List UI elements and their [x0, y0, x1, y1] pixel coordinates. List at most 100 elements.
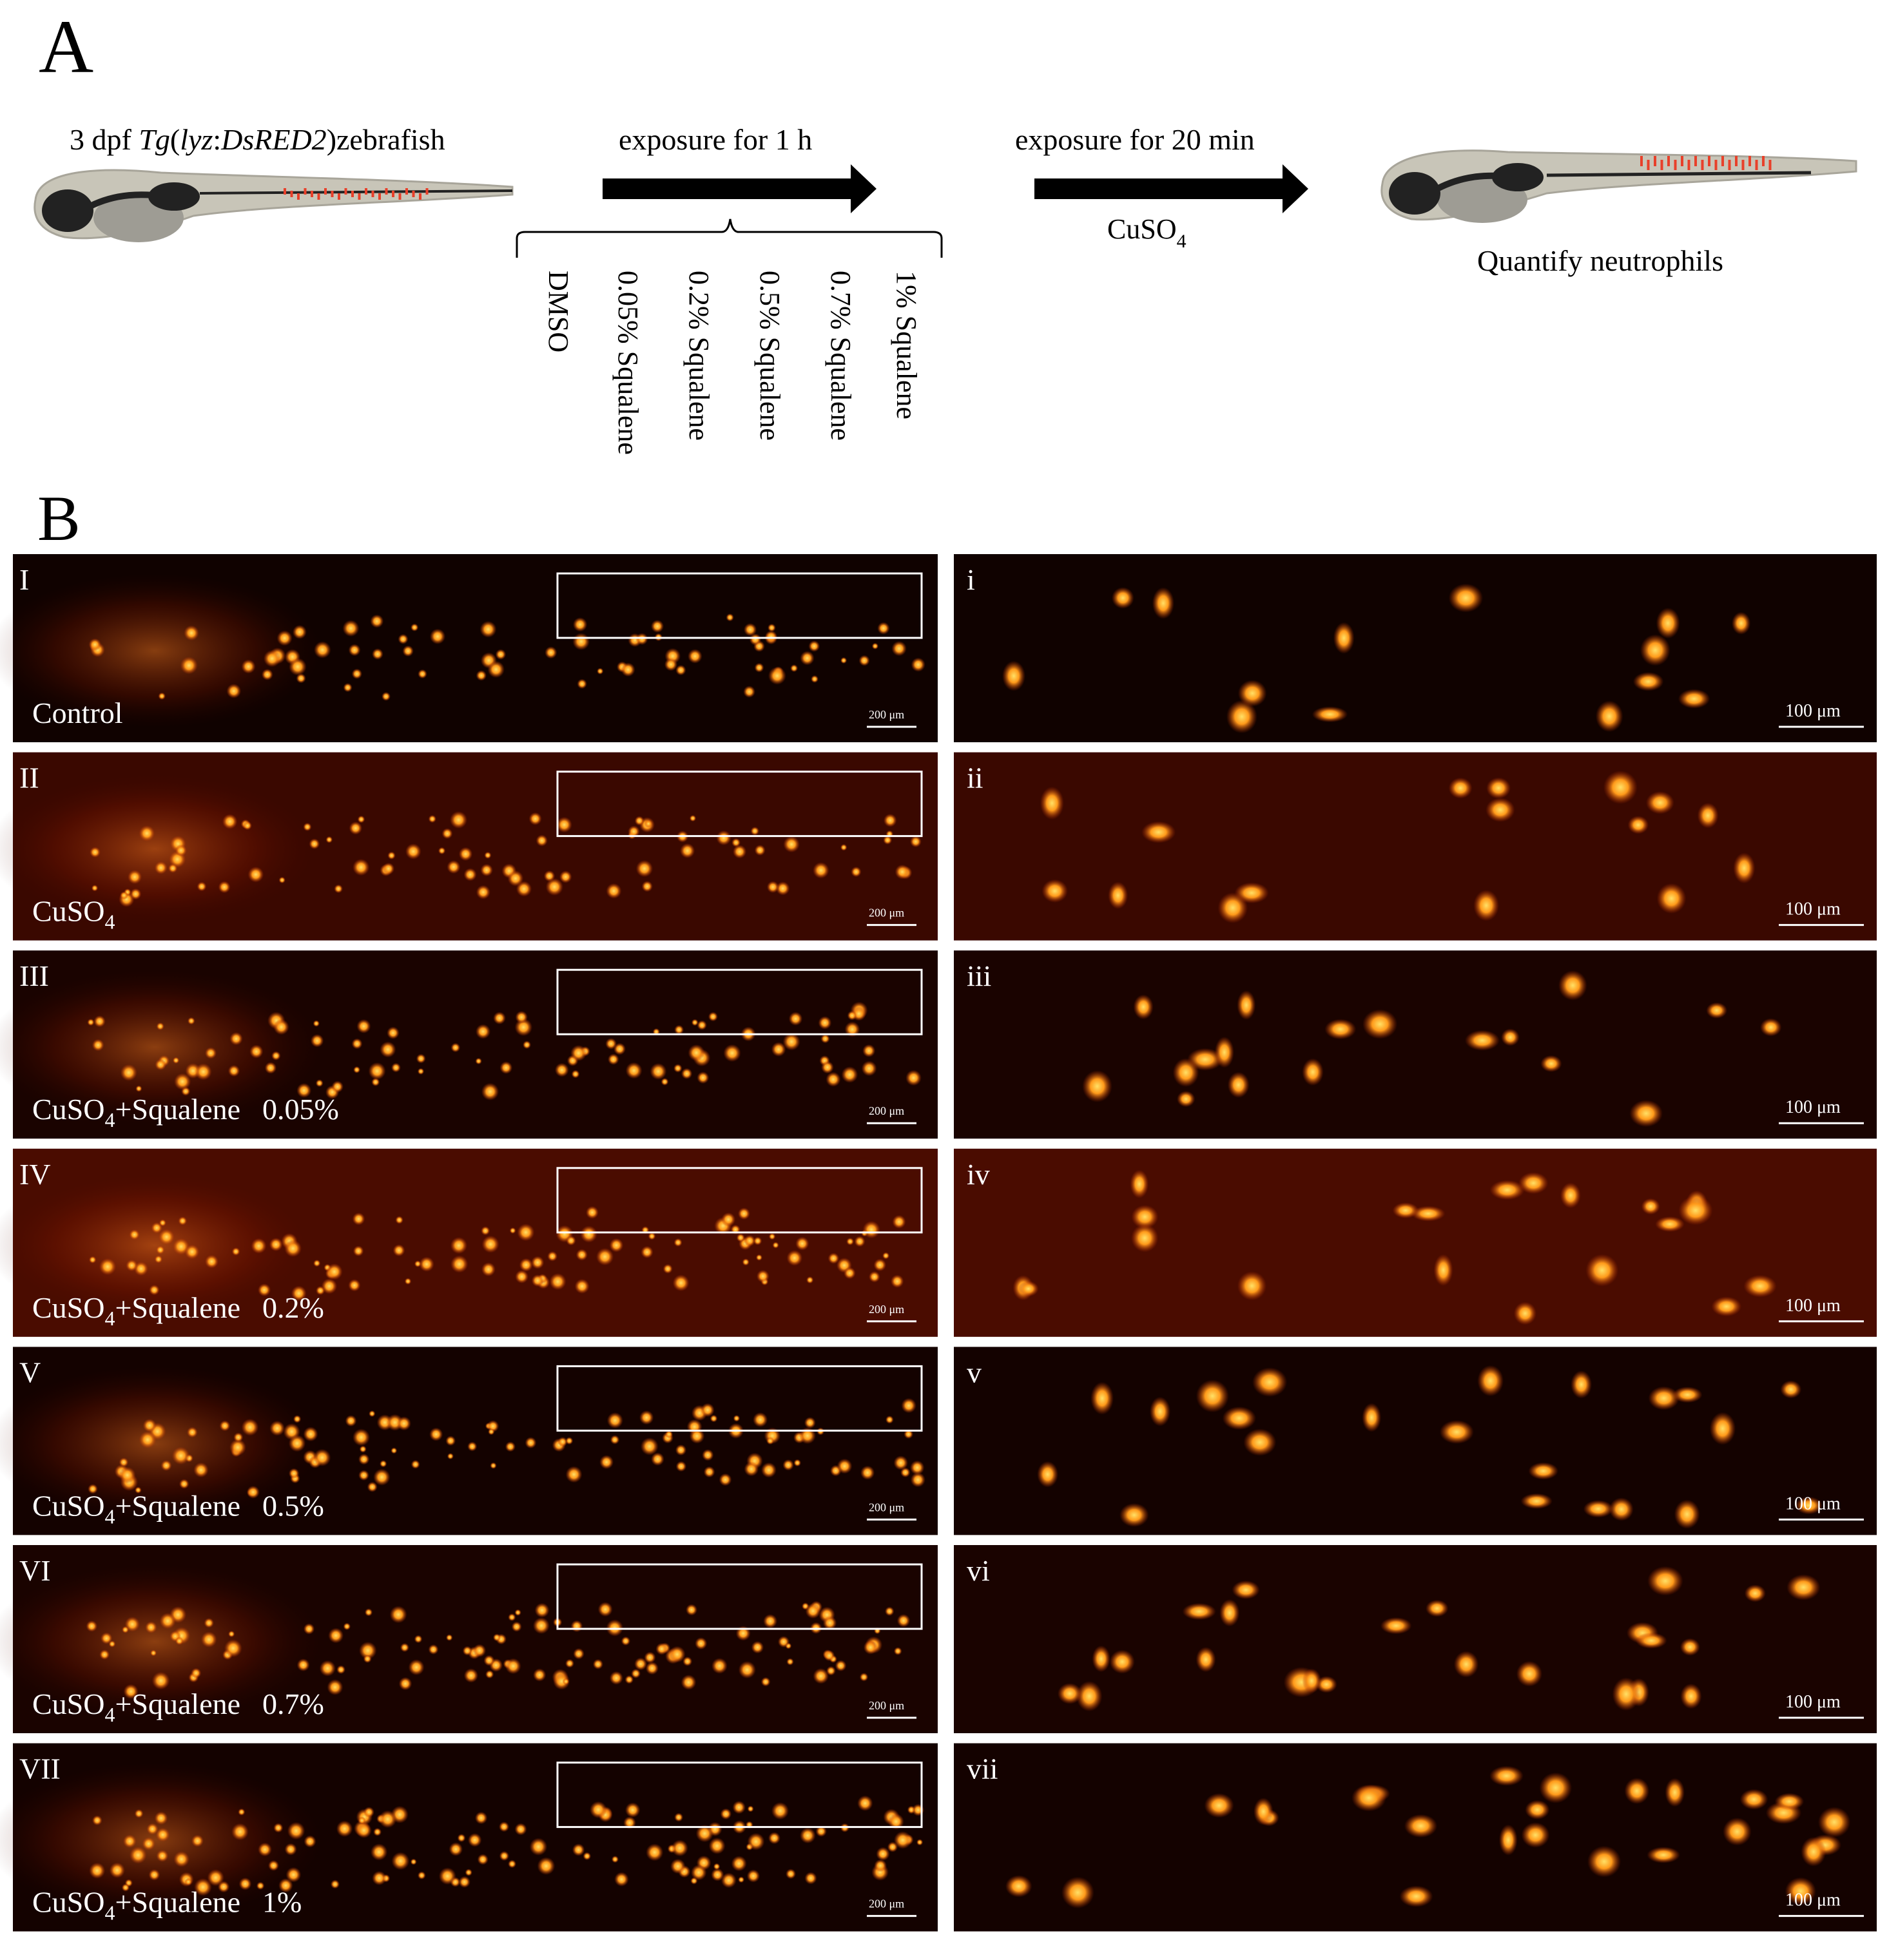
neutrophil-spot: [675, 664, 686, 676]
neutrophil-spot: [411, 623, 419, 631]
neutrophil-spot: [276, 630, 293, 646]
neutrophil-spot: [749, 633, 762, 646]
neutrophil-spot: [862, 1044, 876, 1057]
neutrophil-spot: [597, 1602, 613, 1617]
neutrophil-spot: [325, 836, 333, 843]
group-label-0-2: 0.2% Squalene: [683, 271, 715, 441]
neutrophil-spot: [873, 1258, 887, 1272]
overview-image: V CuSO4+Squalene 0.5% 200 μm: [0, 1347, 938, 1535]
neutrophil-spot: [708, 1837, 726, 1854]
neutrophil-spot: [207, 1869, 224, 1887]
scale-label: 200 μm: [869, 1104, 904, 1117]
neutrophil-spot: [675, 1461, 687, 1472]
neutrophil-spot: [1595, 700, 1623, 733]
tissue-glow: [0, 970, 322, 1125]
neutrophil-spot: [525, 1437, 537, 1449]
neutrophil-spot: [479, 620, 497, 638]
neutrophil-spot: [1411, 1206, 1446, 1222]
neutrophil-spot: [119, 1466, 136, 1484]
neutrophil-spot: [429, 628, 446, 644]
neutrophil-spot: [313, 1259, 321, 1267]
neutrophil-spot: [695, 1824, 714, 1843]
neutrophil-mark: [398, 193, 402, 200]
neutrophil-spot: [313, 1448, 331, 1466]
neutrophil-spot: [483, 1655, 495, 1666]
neutrophil-spot: [1324, 1019, 1357, 1040]
neutrophil-spot: [191, 1834, 204, 1847]
neutrophil-spot: [723, 1044, 741, 1062]
neutrophil-spot: [893, 1647, 902, 1656]
neutrophil-spot: [1041, 879, 1068, 903]
neutrophil-spot: [99, 1258, 117, 1276]
neutrophil-spot: [256, 1881, 265, 1890]
neutrophil-spot: [664, 658, 678, 671]
neutrophil-spot: [788, 1012, 803, 1026]
neutrophil-spot: [606, 1412, 623, 1429]
neutrophil-spot: [822, 1616, 837, 1630]
neutrophil-spot: [847, 1010, 857, 1021]
neutrophil-spot: [646, 1843, 664, 1861]
neutrophil-spot: [828, 1253, 840, 1264]
neutrophil-spot: [893, 1831, 912, 1849]
neutrophil-spot: [1678, 689, 1710, 709]
neutrophil-spot: [224, 1639, 242, 1658]
neutrophil-mark: [365, 188, 367, 195]
neutrophil-spot: [895, 864, 910, 879]
neutrophil-spot: [732, 1800, 746, 1814]
neutrophil-spot: [753, 1236, 762, 1245]
neutrophil-spot: [736, 1233, 745, 1242]
neutrophil-spot: [534, 1602, 550, 1618]
neutrophil-spot: [681, 1675, 697, 1690]
neutrophil-spot: [156, 1022, 164, 1031]
zebrafish-label: 3 dpf Tg(lyz:DsRED2)zebrafish: [70, 123, 445, 156]
neutrophil-spot: [1152, 587, 1174, 619]
neutrophil-spot: [1655, 1216, 1685, 1232]
zoom-background: [954, 554, 1877, 742]
neutrophil-mark: [1687, 160, 1690, 170]
neutrophil-spot: [554, 1062, 569, 1077]
neutrophil-spot: [532, 1617, 550, 1635]
neutrophil-spot: [640, 1437, 659, 1456]
neutrophil-spot: [860, 1465, 875, 1480]
neutrophil-spot: [129, 1846, 147, 1864]
neutrophil-spot: [1108, 881, 1128, 909]
neutrophil-spot: [175, 1637, 184, 1646]
neutrophil-spot: [742, 1258, 750, 1266]
neutrophil-spot: [1612, 1677, 1640, 1711]
neutrophil-spot: [644, 1651, 656, 1664]
neutrophil-spot: [691, 1019, 699, 1026]
neutrophil-spot: [775, 881, 790, 896]
neutrophil-spot: [1744, 1584, 1766, 1602]
neutrophil-spot: [380, 1041, 396, 1058]
neutrophil-spot: [119, 1457, 129, 1467]
neutrophil-spot: [93, 1015, 106, 1028]
neutrophil-spot: [242, 821, 252, 831]
neutrophil-spot: [372, 648, 383, 660]
neutrophil-spot: [576, 1249, 588, 1261]
neutrophil-spot: [747, 1805, 754, 1812]
neutrophil-spot: [811, 675, 818, 683]
neutrophil-spot: [547, 1251, 558, 1262]
neutrophil-spot: [1795, 1496, 1823, 1515]
neutrophil-spot: [88, 1256, 97, 1263]
neutrophil-spot: [389, 1606, 407, 1624]
neutrophil-spot: [1528, 1462, 1558, 1480]
neutrophil-spot: [416, 1053, 426, 1064]
neutrophil-spot: [1539, 1772, 1573, 1803]
neutrophil-spot: [134, 1809, 144, 1818]
neutrophil-spot: [1252, 1367, 1288, 1398]
neutrophil-spot: [764, 630, 778, 643]
neutrophil-spot: [353, 1066, 361, 1073]
neutrophil-spot: [565, 1658, 574, 1668]
neutrophil-spot: [481, 1082, 499, 1101]
neutrophil-spot: [1315, 1676, 1337, 1693]
neutrophil-spot: [1603, 771, 1638, 804]
neutrophil-mark: [1681, 156, 1683, 166]
neutrophil-spot: [804, 1417, 816, 1429]
neutrophil-spot: [400, 1642, 410, 1653]
neutrophil-spot: [485, 1669, 494, 1679]
neutrophil-mark: [1701, 160, 1704, 170]
neutrophil-mark: [1728, 160, 1731, 170]
neutrophil-spot: [868, 1271, 880, 1283]
neutrophil-spot: [145, 1621, 157, 1634]
